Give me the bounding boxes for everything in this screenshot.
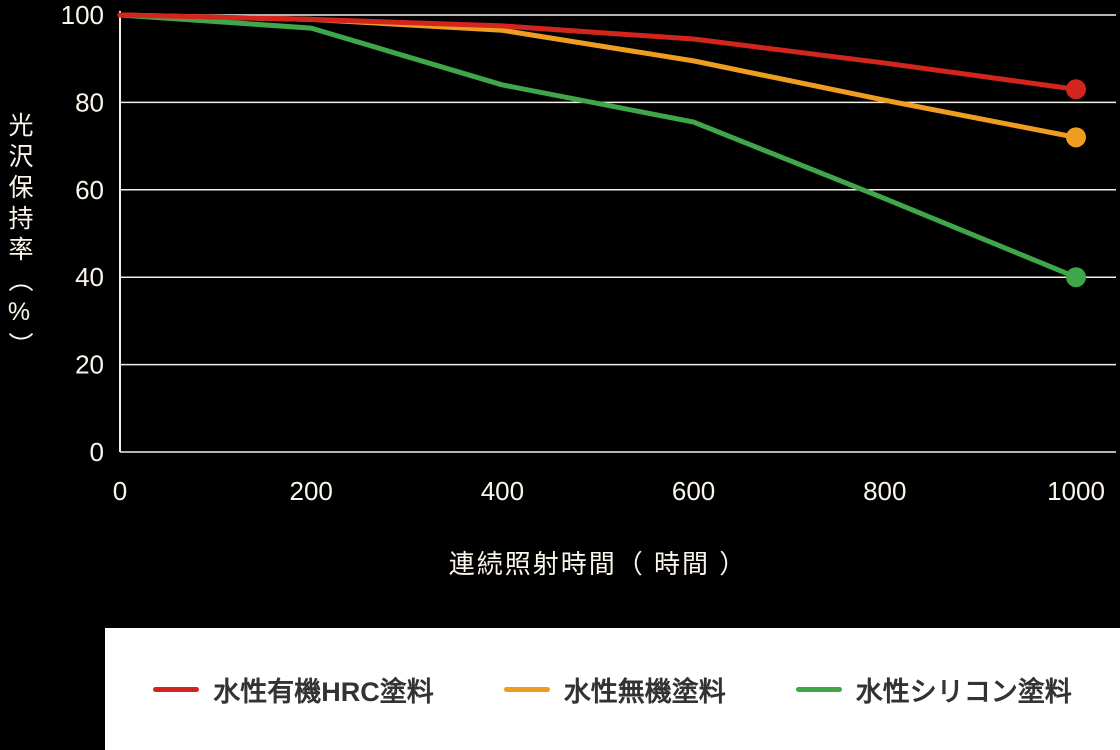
legend-item: 水性シリコン塗料	[795, 670, 1072, 709]
legend-swatch-series-2	[795, 686, 842, 692]
legend-swatch-series-0	[153, 686, 200, 692]
x-tick-label: 1000	[1047, 476, 1105, 506]
legend: 水性有機HRC塗料 水性無機塗料 水性シリコン塗料	[105, 628, 1120, 750]
legend-label: 水性無機塗料	[563, 676, 726, 707]
y-tick-label: 40	[75, 262, 104, 292]
legend-item: 水性有機HRC塗料	[153, 670, 434, 709]
series-group	[117, 12, 1086, 288]
series-line	[117, 12, 1079, 280]
legend-label: 水性シリコン塗料	[855, 676, 1072, 707]
y-tick-label: 100	[61, 0, 104, 30]
series-end-dot	[1066, 79, 1086, 100]
y-axis-title: 光沢保持率（%）	[5, 112, 33, 363]
legend-label: 水性有機HRC塗料	[213, 676, 434, 707]
legend-swatch-series-1	[503, 686, 550, 692]
x-axis-title: 連続照射時間（ 時間 ）	[448, 549, 748, 579]
x-tick-label: 600	[672, 476, 715, 506]
x-tick-label: 400	[481, 476, 524, 506]
y-tick-label: 80	[75, 87, 104, 117]
gridlines-group	[120, 14, 1116, 453]
y-tick-label: 0	[90, 437, 104, 467]
series-end-dot	[1066, 267, 1086, 288]
x-tick-label: 0	[113, 476, 127, 506]
series-line	[117, 12, 1079, 92]
x-tick-label: 200	[290, 476, 333, 506]
x-tick-label: 800	[863, 476, 906, 506]
y-tick-label: 20	[75, 350, 104, 380]
legend-item: 水性無機塗料	[503, 670, 726, 709]
y-tick-label: 60	[75, 175, 104, 205]
series-end-dot	[1066, 127, 1086, 148]
